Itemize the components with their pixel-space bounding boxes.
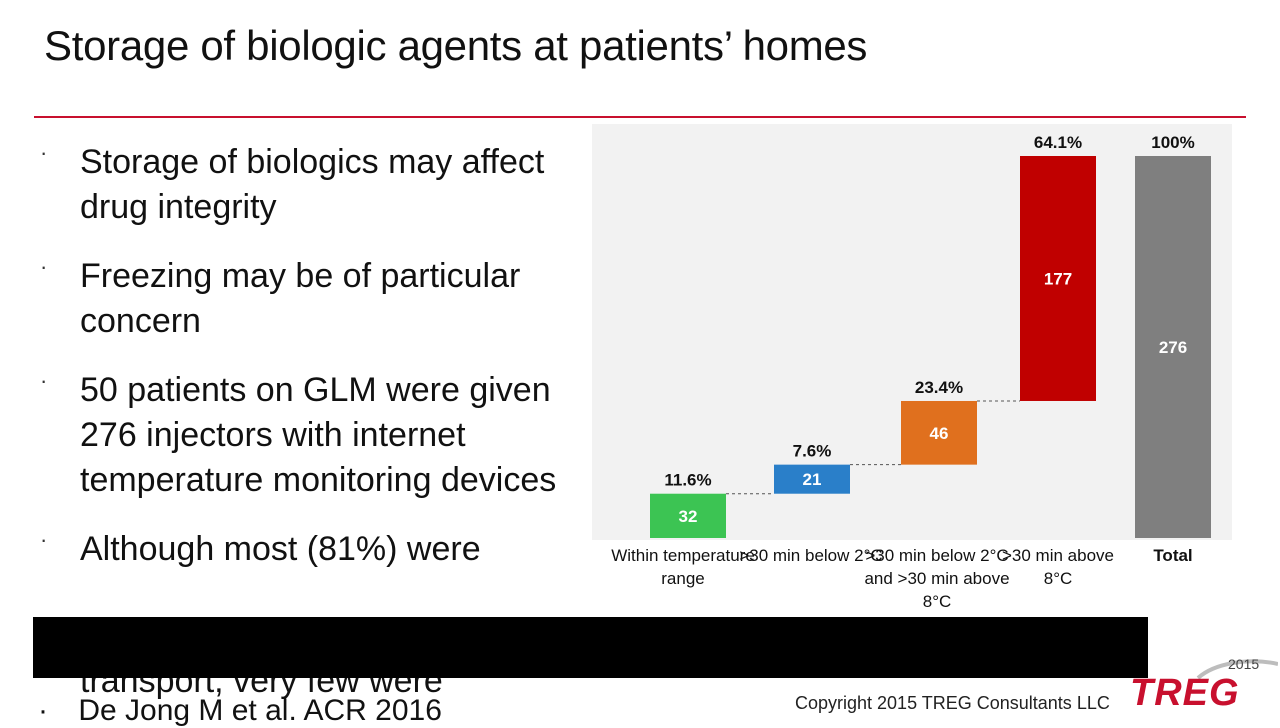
bullet-dot: · — [40, 368, 48, 393]
slide-title: Storage of biologic agents at patients’ … — [44, 22, 868, 69]
bullet-item: · Storage of biologics may affect drug i… — [40, 140, 580, 230]
bar-value-label: 276 — [1159, 338, 1187, 357]
redaction-bar — [33, 617, 1148, 678]
bullet-text: 50 patients on GLM were given 276 inject… — [80, 371, 557, 499]
x-tick-label-total: Total — [1153, 546, 1193, 565]
copyright-text: Copyright 2015 TREG Consultants LLC — [795, 693, 1110, 713]
citation: · De Jong M et al. ACR 2016 — [38, 694, 442, 728]
waterfall-bar — [901, 400, 977, 465]
x-tick-label: >30 min above 8°C — [1002, 546, 1114, 588]
bullet-list: · Storage of biologics may affect drug i… — [40, 140, 580, 596]
bullet-text: Although most (81%) were — [80, 530, 481, 568]
bullet-text: Freezing may be of particular concern — [80, 257, 521, 340]
logo-year: 2015 — [1228, 656, 1260, 672]
x-tick-label: >30 min below 2°C — [739, 546, 883, 565]
bullet-item: · Freezing may be of particular concern — [40, 254, 580, 344]
bar-percent-label: 100% — [1151, 133, 1194, 152]
title-divider — [34, 116, 1246, 118]
waterfall-bar — [1135, 156, 1211, 538]
bar-value-label: 21 — [803, 470, 822, 489]
bullet-dot: · — [40, 527, 48, 552]
bar-percent-label: 11.6% — [664, 471, 711, 490]
waterfall-chart: 32 11.6% 21 7.6% 46 23.4% 177 64.1% 276 100% — [650, 133, 1211, 538]
bar-percent-label: 7.6% — [793, 442, 832, 461]
bullet-dot: · — [40, 140, 48, 165]
waterfall-bar — [774, 464, 850, 494]
bullet-dot: · — [38, 694, 48, 727]
x-axis-labels: Within temperature range >30 min below 2… — [592, 544, 1232, 614]
bar-value-label: 177 — [1044, 269, 1072, 288]
x-tick-label: >30 min below 2°C and >30 min above 8°C — [864, 546, 1010, 611]
citation-text: De Jong M et al. ACR 2016 — [78, 694, 442, 727]
bullet-dot: · — [40, 254, 48, 279]
waterfall-bar — [650, 493, 726, 538]
bullet-item: · Although most (81%) were — [40, 527, 580, 572]
x-tick-label: Within temperature range — [611, 546, 755, 588]
logo-text: TREG — [1130, 672, 1240, 714]
bar-value-label: 32 — [679, 507, 698, 526]
bar-percent-label: 64.1% — [1034, 133, 1082, 152]
bullet-text: Storage of biologics may affect drug int… — [80, 143, 545, 226]
chart-background — [592, 124, 1232, 540]
waterfall-bar — [1020, 156, 1096, 401]
treg-logo-icon — [1196, 659, 1278, 680]
bar-value-label: 46 — [930, 424, 949, 443]
bullet-item: · 50 patients on GLM were given 276 inje… — [40, 368, 580, 503]
bar-percent-label: 23.4% — [915, 378, 963, 397]
